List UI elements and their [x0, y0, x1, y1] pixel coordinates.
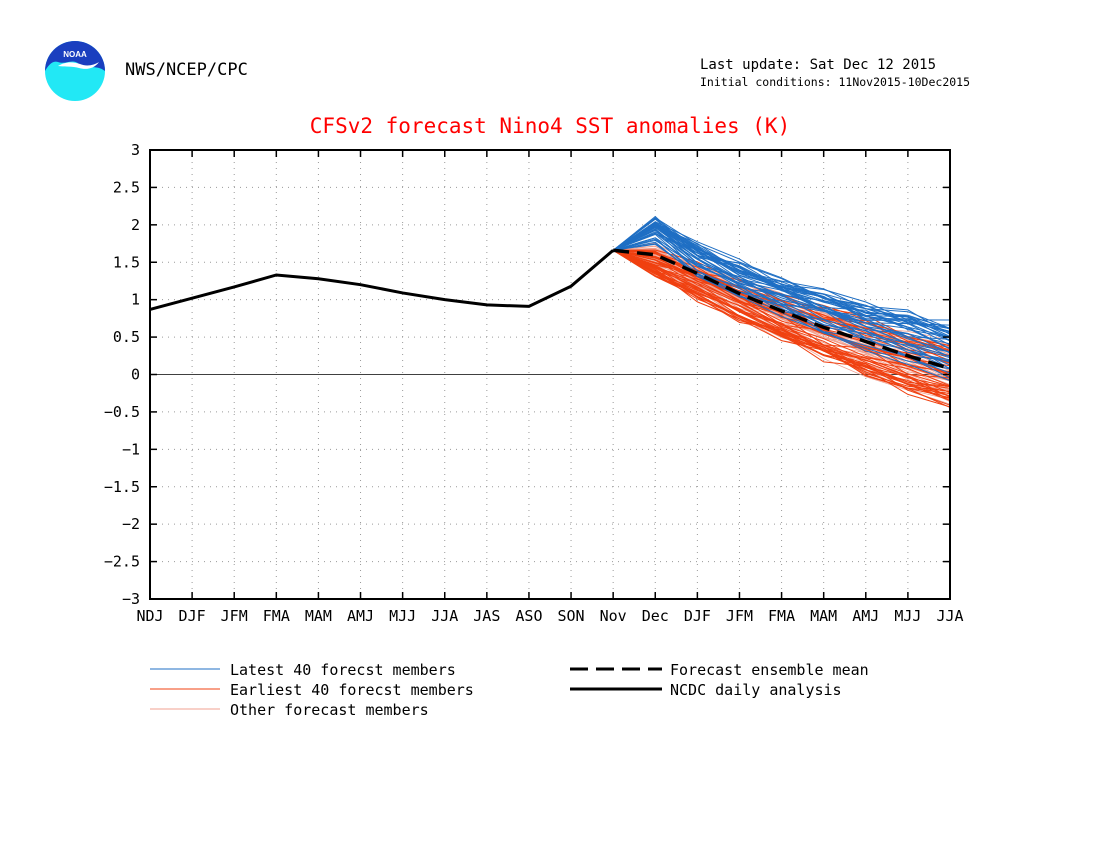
latest-member-line: [613, 243, 951, 370]
ensemble-mean-line: [612, 248, 951, 371]
logo-text: NOAA: [63, 50, 87, 59]
y-tick-label: −2: [122, 515, 140, 533]
x-tick-label: SON: [558, 607, 585, 625]
grid-lines: [150, 150, 950, 599]
x-tick-label: NDJ: [136, 607, 163, 625]
x-tick-label: MAM: [305, 607, 332, 625]
latest-member-line: [612, 227, 951, 350]
x-tick-label: AMJ: [347, 607, 374, 625]
y-tick-label: −1: [122, 440, 140, 458]
y-tick-label: −1.5: [104, 478, 140, 496]
noaa-logo: NOAA: [45, 41, 105, 101]
latest-member-line: [613, 241, 951, 382]
x-tick-label: MAM: [810, 607, 837, 625]
x-tick-label: FMA: [263, 607, 290, 625]
x-tick-label: DJF: [684, 607, 711, 625]
earliest-member-line: [612, 249, 951, 408]
latest-member-line: [612, 226, 951, 333]
earliest-member-line: [612, 249, 951, 399]
logo-bird-icon: [58, 62, 99, 69]
y-tick-label: −3: [122, 590, 140, 608]
last-update: Last update: Sat Dec 12 2015: [700, 57, 937, 73]
legend: Latest 40 forecst members Forecast ensemb…: [150, 661, 869, 719]
chart-title: CFSv2 forecast Nino4 SST anomalies (K): [309, 114, 791, 138]
earliest-member-line: [613, 249, 951, 367]
y-tick-label: −0.5: [104, 403, 140, 421]
latest-member-line: [612, 231, 951, 350]
y-tick-label: 3: [131, 141, 140, 159]
x-tick-label: FMA: [768, 607, 795, 625]
latest-member-line: [613, 232, 951, 353]
x-tick-label: MJJ: [389, 607, 416, 625]
earliest-member-line: [612, 249, 951, 388]
logo-blue-top: [45, 41, 105, 71]
x-tick-labels: NDJ DJF JFM FMA MAM AMJ MJJ JJA JAS ASO SON Nov Dec D…: [136, 607, 963, 625]
x-tick-label: AMJ: [852, 607, 879, 625]
earliest-member-line: [613, 249, 951, 379]
analysis-line: [149, 249, 615, 311]
x-tick-label: JFM: [726, 607, 753, 625]
y-tick-label: 2.5: [113, 178, 140, 196]
latest-member-line: [612, 224, 951, 353]
y-tick-labels: 3 2.5 2 1.5 1 0.5 0 −0.5 −1 −1.5 −2 −2.5 −3: [104, 141, 140, 608]
x-tick-label: JFM: [221, 607, 248, 625]
y-tick-label: 0: [131, 366, 140, 384]
x-tick-label: JJA: [936, 607, 963, 625]
initial-conditions: Initial conditions: 11Nov2015-10Dec2015: [700, 75, 971, 89]
legend-label: Forecast ensemble mean: [670, 661, 869, 679]
y-tick-label: 0.5: [113, 328, 140, 346]
legend-label: Other forecast members: [230, 701, 429, 719]
agency-label: NWS/NCEP/CPC: [125, 60, 248, 80]
earliest-member-line: [613, 249, 951, 381]
x-tick-label: Dec: [642, 607, 669, 625]
main-series: [149, 248, 951, 371]
x-tick-label: JJA: [431, 607, 458, 625]
x-tick-label: ASO: [515, 607, 542, 625]
latest-member-line: [612, 218, 951, 338]
y-tick-label: 2: [131, 216, 140, 234]
x-tick-label: DJF: [179, 607, 206, 625]
y-tick-label: −2.5: [104, 553, 140, 571]
earliest-member-line: [613, 249, 951, 374]
legend-label: Latest 40 forecst members: [230, 661, 456, 679]
latest-member-line: [612, 223, 951, 345]
x-tick-label: JAS: [473, 607, 500, 625]
latest-member-line: [612, 229, 951, 361]
y-tick-label: 1: [131, 291, 140, 309]
x-tick-label: Nov: [600, 607, 627, 625]
latest-member-line: [612, 223, 951, 332]
latest-member-line: [612, 223, 951, 342]
x-tick-label: MJJ: [894, 607, 921, 625]
latest-member-line: [612, 217, 951, 335]
forecast-members: [612, 215, 951, 408]
axis-ticks: [149, 149, 951, 600]
y-tick-label: 1.5: [113, 253, 140, 271]
earliest-member-line: [612, 249, 951, 406]
legend-label: Earliest 40 forecst members: [230, 681, 474, 699]
legend-label: NCDC daily analysis: [670, 681, 842, 699]
